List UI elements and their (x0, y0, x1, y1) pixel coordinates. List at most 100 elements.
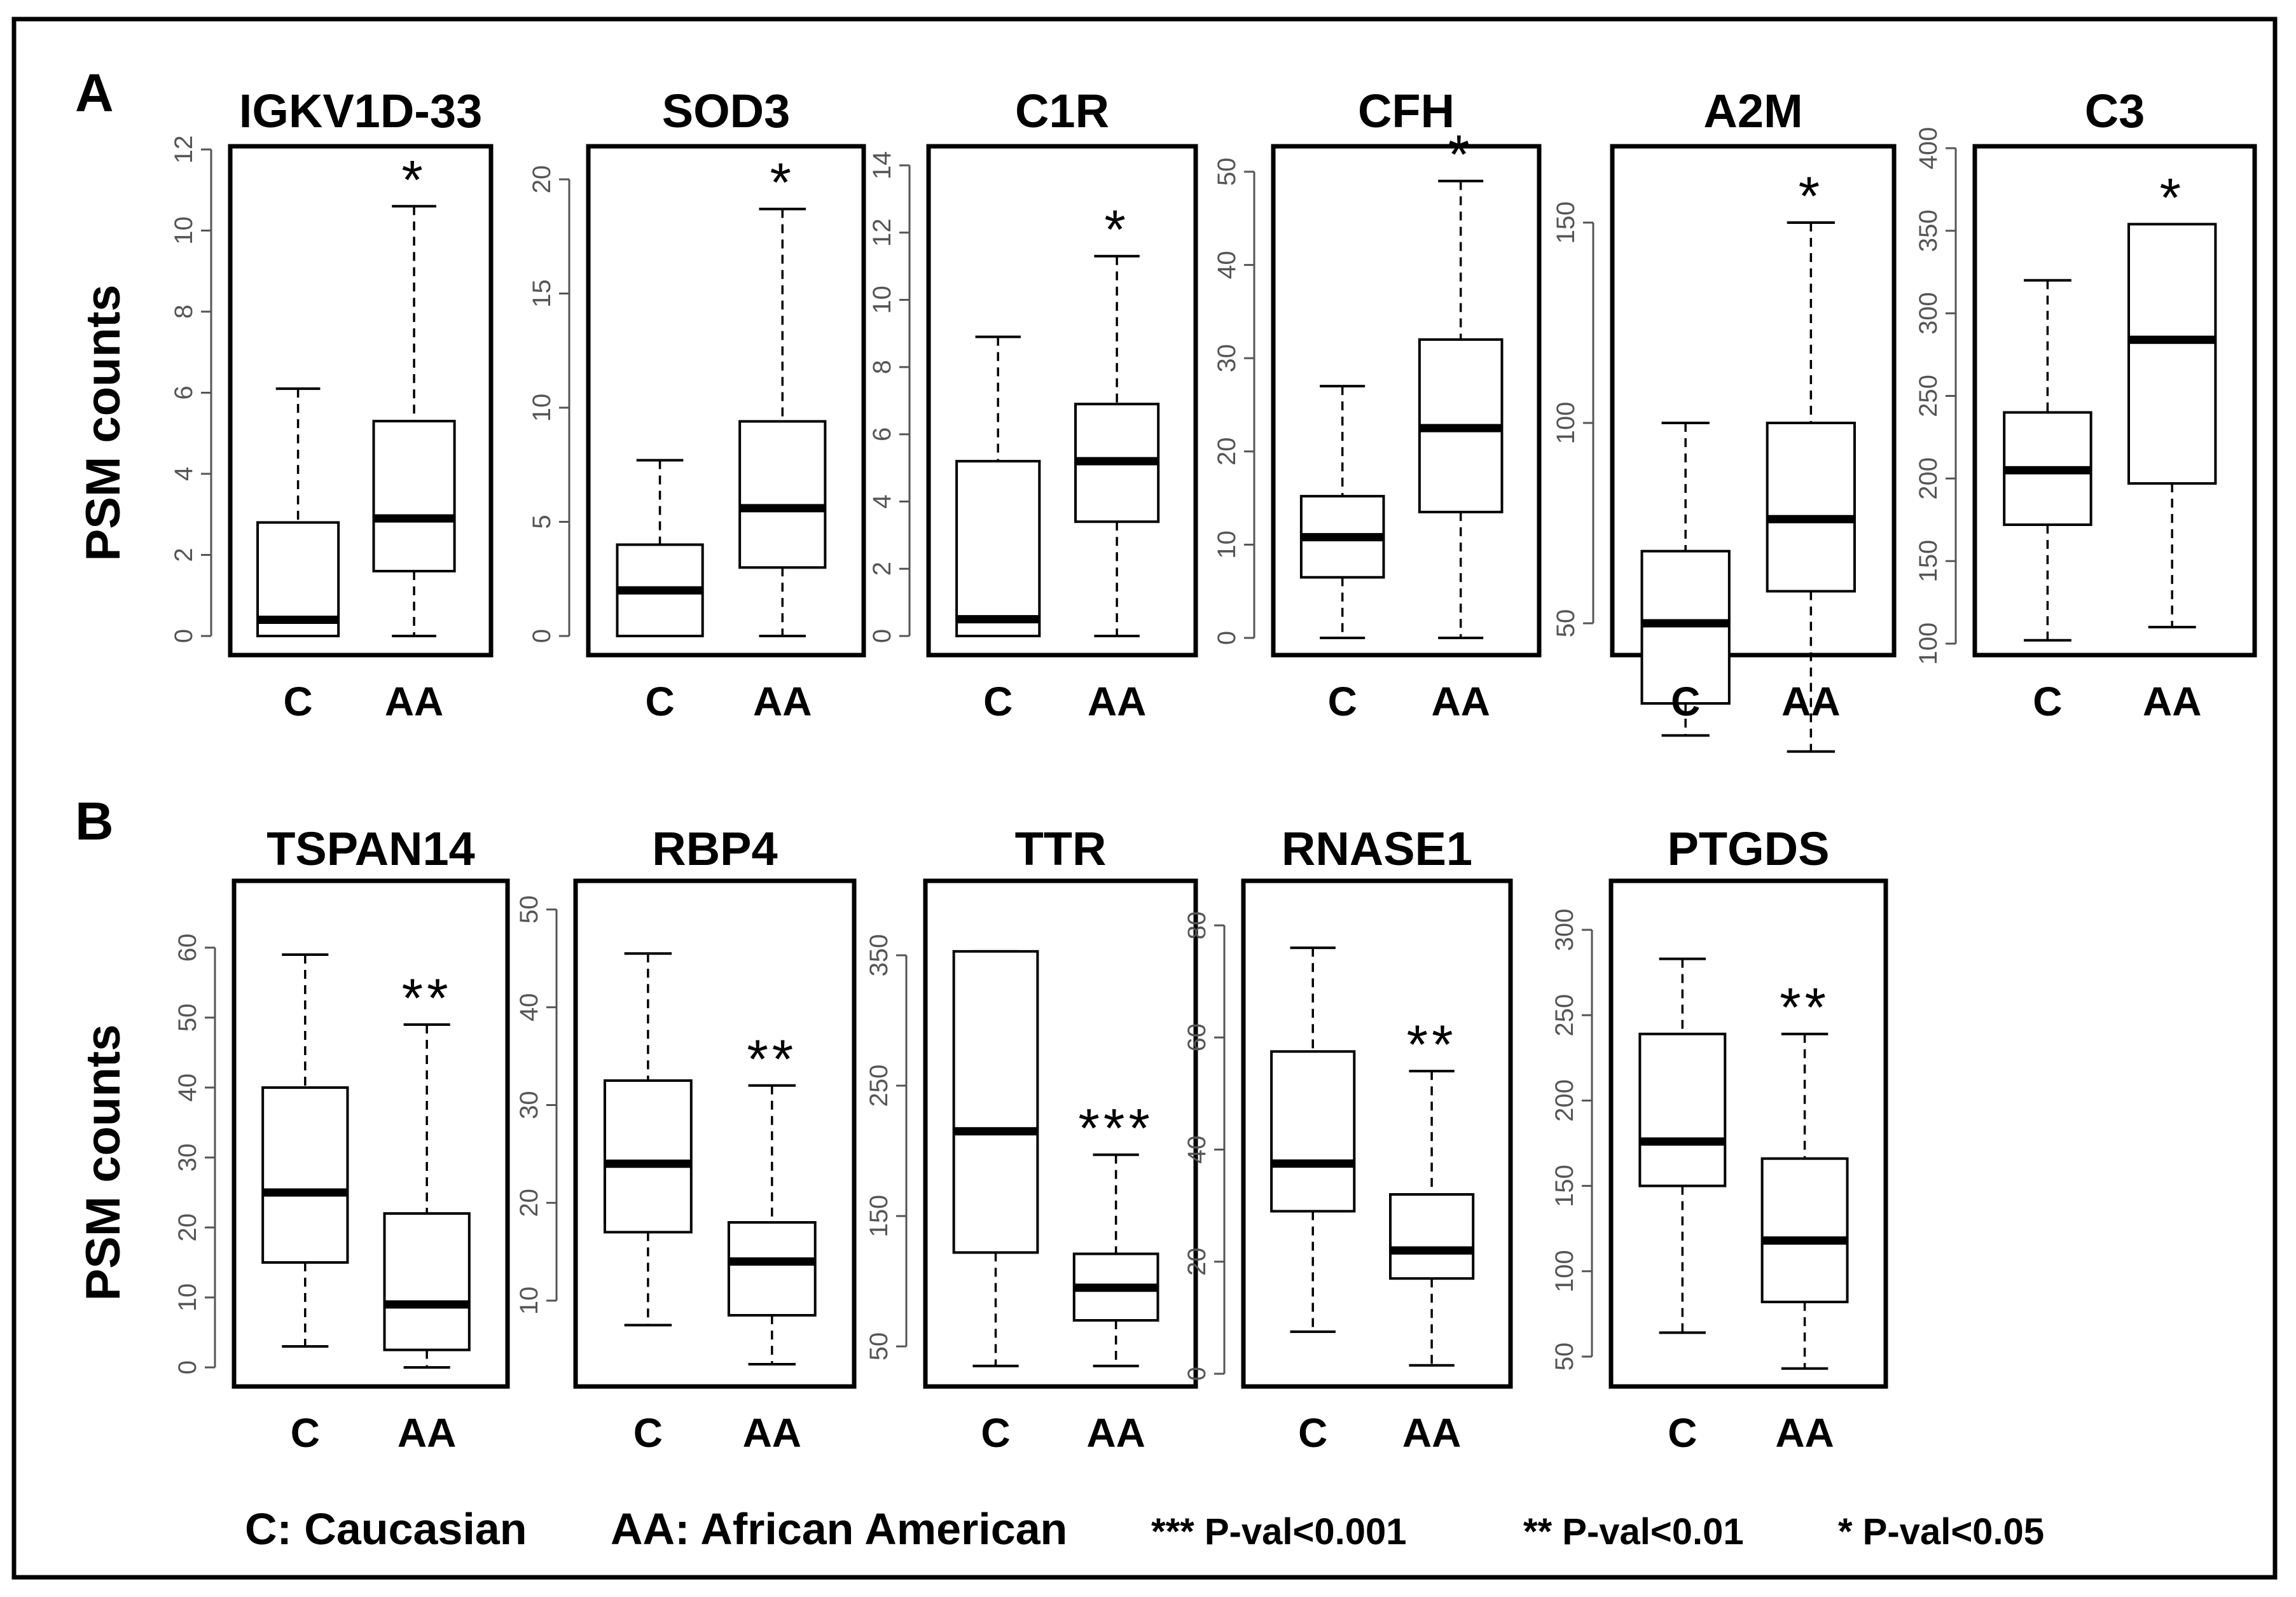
y-tick-label: 10 (1213, 530, 1241, 559)
x-category-label: AA (743, 1410, 801, 1456)
panel-label-b: B (75, 791, 114, 851)
y-tick-label: 100 (1552, 402, 1580, 445)
y-tick-label: 2 (170, 548, 198, 562)
y-tick-label: 150 (1552, 202, 1580, 244)
y-axis-label-a: PSM counts (76, 285, 130, 562)
y-tick-label: 0 (170, 629, 198, 643)
boxplot-a2m: A2M 50 100 150 C AA * (1552, 85, 1897, 753)
significance-marker: * (2159, 167, 2184, 228)
iqr-box (1270, 1050, 1356, 1213)
x-category-label: AA (1781, 679, 1840, 724)
y-tick-label: 80 (1183, 911, 1211, 940)
x-category-label: AA (1431, 679, 1490, 724)
y-tick-label: 2 (868, 562, 896, 576)
boxplot-ptgds: PTGDS 50 100 150 200 250 300 C AA ** (1551, 822, 1888, 1456)
y-tick-label: 250 (1914, 375, 1942, 417)
y-tick-label: 0 (1183, 1367, 1211, 1381)
plot-frame (1610, 144, 1897, 658)
boxplot-c3: C3 100 150 200 250 300 350 400 C AA * (1914, 85, 2257, 724)
x-category-label: C (1298, 1410, 1327, 1456)
significance-marker: ** (1780, 978, 1830, 1039)
y-tick-label: 300 (1914, 292, 1942, 335)
y-tick-label: 10 (868, 286, 896, 314)
y-tick-label: 20 (515, 1189, 543, 1217)
iqr-box (1760, 1157, 1849, 1304)
x-category-label: C (1671, 679, 1700, 724)
y-tick-label: 200 (1914, 457, 1942, 500)
plot-frame (1241, 878, 1513, 1389)
chart-title: SOD3 (662, 85, 791, 137)
y-tick-label: 250 (865, 1065, 893, 1107)
figure-border (11, 17, 2278, 1580)
iqr-box (1766, 422, 1856, 593)
x-category-label: AA (2143, 679, 2201, 724)
boxplot-sod3: SOD3 0 5 10 15 20 C AA * (528, 85, 866, 724)
y-tick-label: 4 (170, 467, 198, 481)
iqr-box (1389, 1193, 1475, 1280)
iqr-box (955, 460, 1041, 638)
iqr-box (261, 1086, 349, 1264)
boxplot-cfh: CFH 0 10 20 30 40 50 C AA * (1213, 85, 1542, 724)
box-aa (738, 207, 827, 637)
y-tick-label: 40 (1213, 251, 1241, 279)
legend-p01: ** P-val<0.01 (1523, 1511, 1744, 1552)
box-c (952, 950, 1039, 1367)
x-category-label: AA (398, 1410, 456, 1456)
chart-title: RNASE1 (1282, 822, 1472, 875)
significance-marker: ** (747, 1029, 797, 1090)
box-aa (1418, 179, 1504, 639)
plot-frame (923, 878, 1198, 1389)
y-tick-label: 10 (515, 1287, 543, 1315)
box-aa (727, 1084, 817, 1365)
y-tick-label: 50 (1213, 158, 1241, 186)
y-axis-label-b: PSM counts (76, 1025, 130, 1301)
box-aa (372, 205, 456, 637)
iqr-box (738, 420, 827, 569)
plot-frame (1271, 144, 1542, 658)
iqr-box (2127, 223, 2217, 485)
iqr-box (727, 1221, 817, 1317)
iqr-box (372, 420, 456, 572)
boxplot-igkv1d-33: IGKV1D-33 0 2 4 6 8 10 12 C AA * (170, 85, 494, 724)
y-tick-label: 40 (1183, 1135, 1211, 1164)
significance-marker: * (770, 153, 795, 214)
y-tick-label: 200 (1551, 1079, 1579, 1122)
y-tick-label: 50 (1551, 1343, 1579, 1371)
significance-marker: * (1104, 200, 1129, 261)
y-tick-label: 60 (174, 934, 202, 962)
box-c (603, 952, 693, 1327)
legend-p05: * P-val<0.05 (1838, 1511, 2044, 1552)
chart-title: CFH (1358, 85, 1455, 137)
y-tick-label: 0 (1213, 631, 1241, 645)
y-tick-label: 12 (170, 135, 198, 164)
box-c (256, 387, 340, 637)
chart-title: C1R (1015, 85, 1109, 137)
iqr-box (603, 1079, 693, 1234)
y-tick-label: 12 (868, 218, 896, 247)
plot-frame (926, 144, 1198, 658)
y-tick-label: 10 (174, 1283, 202, 1312)
x-category-label: C (283, 679, 312, 724)
x-category-label: AA (1775, 1410, 1834, 1456)
y-tick-label: 20 (528, 165, 556, 194)
iqr-box (383, 1212, 471, 1352)
x-category-label: AA (753, 679, 812, 724)
y-tick-label: 14 (868, 151, 896, 180)
x-category-label: AA (1402, 1410, 1461, 1456)
y-tick-label: 20 (1213, 438, 1241, 466)
x-category-label: AA (385, 679, 443, 724)
y-tick-label: 10 (170, 216, 198, 245)
x-category-label: C (291, 1410, 320, 1456)
iqr-box (1638, 1032, 1727, 1187)
y-tick-label: 250 (1551, 994, 1579, 1037)
x-category-label: C (1668, 1410, 1697, 1456)
box-aa (383, 1023, 471, 1369)
chart-title: PTGDS (1668, 822, 1830, 875)
chart-title: TSPAN14 (266, 822, 475, 875)
legend: C: Caucasian AA: African American *** P-… (245, 1504, 2044, 1554)
y-tick-label: 40 (174, 1074, 202, 1102)
y-tick-label: 0 (868, 629, 896, 643)
box-c (1640, 422, 1731, 737)
y-tick-label: 10 (528, 394, 556, 422)
